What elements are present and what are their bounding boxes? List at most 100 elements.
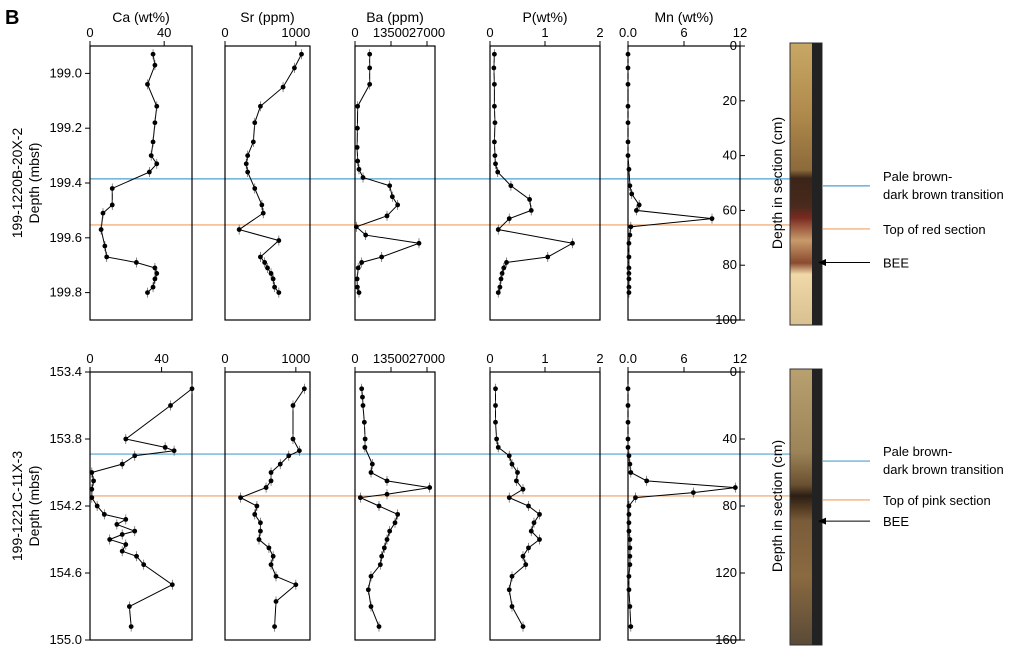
- data-point: [354, 144, 360, 150]
- data-point: [545, 254, 551, 260]
- data-point: [154, 271, 160, 276]
- data-point: [272, 284, 277, 290]
- data-point: [626, 166, 632, 172]
- data-point: [265, 265, 270, 271]
- data-point: [526, 545, 531, 551]
- data-point: [492, 51, 497, 57]
- x-tick-label: 1000: [281, 25, 310, 40]
- data-point: [625, 436, 631, 442]
- data-point: [266, 545, 272, 551]
- data-point: [636, 202, 642, 208]
- x-tick-label: 0.0: [619, 25, 637, 40]
- bee-label: BEE: [883, 514, 909, 529]
- legend-transition-label: Pale brown-: [883, 444, 952, 459]
- data-point: [626, 587, 632, 593]
- data-point: [501, 265, 507, 271]
- depth-axis-label: Depth (mbsf): [26, 466, 42, 547]
- data-point: [360, 403, 366, 408]
- data-point: [145, 290, 150, 295]
- data-point: [359, 260, 365, 265]
- data-point: [493, 161, 498, 167]
- data-point: [362, 444, 368, 450]
- panel-frame: [627, 45, 741, 321]
- data-point: [353, 224, 359, 230]
- data-point: [369, 461, 375, 467]
- depth-tick-label: 199.2: [49, 120, 82, 135]
- panel-pwt: P(wt%) 0 1 2: [486, 9, 604, 321]
- x-tick-label: 27000: [409, 25, 445, 40]
- x-tick-label: 0: [221, 351, 228, 366]
- x-tick-label: 0: [86, 25, 93, 40]
- data-point: [389, 194, 395, 200]
- data-point: [626, 453, 632, 459]
- data-point: [492, 120, 498, 126]
- series-line: [495, 388, 541, 627]
- panel-frame: [89, 371, 193, 641]
- x-tick-label: 0: [351, 351, 358, 366]
- data-point: [123, 517, 129, 522]
- data-point: [89, 486, 95, 492]
- depth-tick-label: 199.8: [49, 285, 82, 300]
- series-line: [358, 388, 430, 627]
- x-tick-label: 0: [486, 351, 493, 366]
- x-tick-label: 0: [486, 25, 493, 40]
- data-point: [628, 624, 634, 629]
- data-point: [709, 216, 715, 222]
- data-point: [150, 139, 156, 145]
- data-point: [355, 158, 361, 164]
- x-tick-label: 40: [154, 351, 168, 366]
- data-point: [357, 495, 363, 501]
- x-tick-label: 2: [596, 351, 603, 366]
- data-point: [356, 166, 362, 172]
- section-tick-label: 160: [715, 632, 737, 647]
- data-point: [508, 183, 514, 189]
- data-point: [169, 582, 175, 588]
- data-point: [527, 197, 532, 202]
- depth-axis-label: 199-1221C-11X-3: [9, 451, 25, 561]
- data-point: [627, 562, 633, 568]
- data-point: [376, 624, 382, 629]
- row-legend: Pale brown-dark brown transition Top of p…: [818, 444, 1004, 529]
- data-point: [506, 453, 512, 459]
- data-point: [629, 191, 635, 197]
- panel-frame: [354, 45, 436, 321]
- data-point: [504, 260, 509, 265]
- bee-label: BEE: [883, 255, 909, 270]
- data-point: [427, 485, 433, 490]
- x-tick-label: 6: [680, 25, 687, 40]
- data-point: [290, 436, 296, 442]
- data-point: [256, 537, 262, 542]
- data-point: [89, 495, 95, 501]
- panel-sr: Sr (ppm) 0 1000: [221, 9, 311, 321]
- data-point: [509, 461, 515, 467]
- data-point: [133, 260, 139, 265]
- data-point: [627, 232, 633, 238]
- legend-transition-label: dark brown transition: [883, 187, 1004, 202]
- data-point: [384, 213, 390, 219]
- data-point: [626, 528, 632, 534]
- data-point: [495, 169, 501, 175]
- data-point: [368, 573, 374, 579]
- section-tick-label: 120: [715, 565, 737, 580]
- data-point: [627, 553, 633, 559]
- data-point: [625, 444, 631, 450]
- data-point: [252, 120, 258, 126]
- data-point: [119, 461, 125, 467]
- legend-top-label: Top of pink section: [883, 493, 991, 508]
- data-point: [273, 599, 279, 604]
- data-point: [494, 436, 499, 442]
- data-point: [493, 419, 498, 425]
- panel-ca: Ca (wt%) 0 40: [86, 9, 193, 321]
- data-point: [379, 553, 385, 559]
- core-photo-edge: [812, 369, 822, 645]
- data-point: [387, 528, 393, 534]
- data-point: [628, 470, 634, 475]
- data-point: [252, 186, 258, 191]
- data-point: [245, 169, 251, 175]
- data-point: [301, 386, 307, 392]
- data-point: [162, 444, 168, 450]
- data-point: [515, 470, 520, 475]
- data-point: [492, 153, 498, 159]
- depth-tick-label: 153.8: [49, 431, 82, 446]
- data-point: [238, 495, 243, 501]
